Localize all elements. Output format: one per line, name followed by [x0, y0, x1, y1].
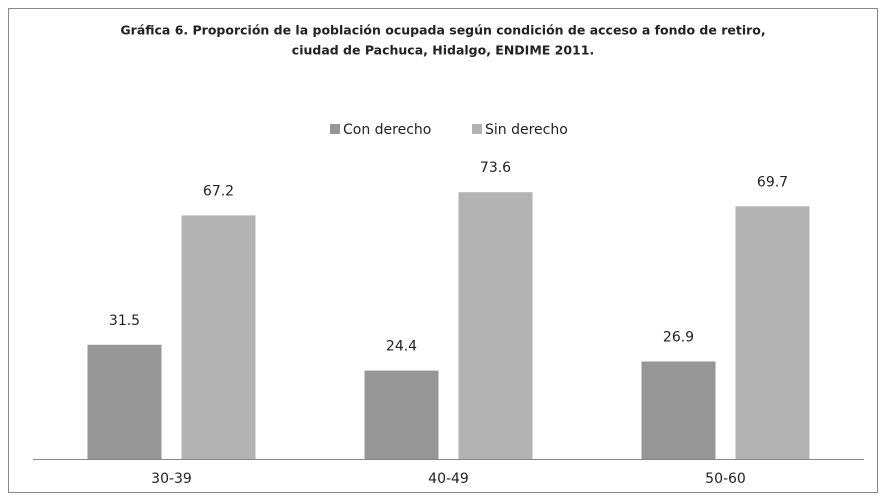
data-label: 24.4	[386, 339, 417, 355]
chart-title: Gráfica 6. Proporción de la población oc…	[120, 23, 765, 38]
x-tick-label: 50-60	[705, 471, 746, 487]
data-label: 73.6	[480, 160, 511, 176]
legend-label: Con derecho	[343, 122, 431, 138]
legend-swatch	[330, 124, 340, 134]
chart-subtitle: ciudad de Pachuca, Hidalgo, ENDIME 2011.	[292, 43, 594, 58]
bar	[458, 192, 533, 459]
legend-label: Sin derecho	[485, 122, 568, 138]
bar	[181, 215, 256, 459]
bar	[87, 344, 162, 459]
data-label: 31.5	[109, 313, 140, 329]
data-label: 69.7	[757, 174, 788, 190]
x-tick-label: 30-39	[151, 471, 192, 487]
bar	[735, 206, 810, 459]
bar	[641, 361, 716, 459]
data-label: 26.9	[663, 329, 694, 345]
bar	[364, 370, 439, 459]
legend-swatch	[472, 124, 482, 134]
data-label: 67.2	[203, 183, 234, 199]
x-tick-label: 40-49	[428, 471, 469, 487]
